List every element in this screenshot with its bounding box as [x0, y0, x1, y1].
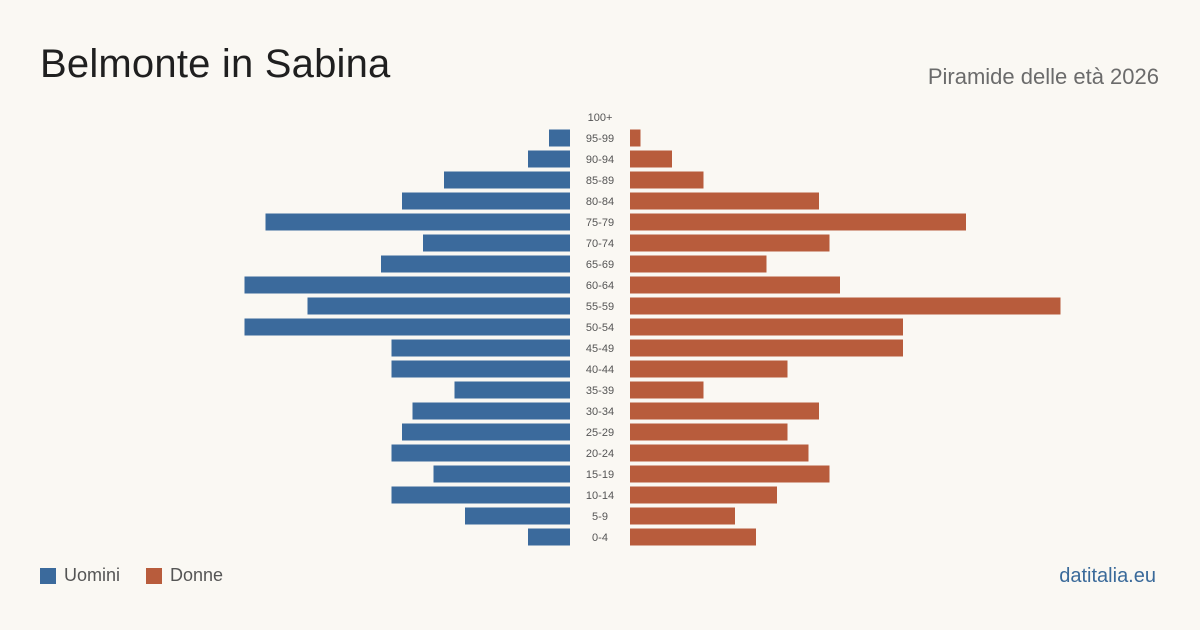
- bar-women-85-89: [630, 171, 704, 189]
- bar-women-25-29: [630, 423, 788, 441]
- bar-women-90-94: [630, 150, 672, 168]
- bar-men-70-74: [423, 234, 570, 252]
- age-label-90-94: 90-94: [586, 154, 614, 166]
- bar-women-80-84: [630, 192, 819, 210]
- bar-women-35-39: [630, 381, 704, 399]
- legend-label-women: Donne: [170, 565, 224, 585]
- chart-subtitle: Piramide delle età 2026: [927, 64, 1159, 89]
- bar-women-95-99: [630, 129, 641, 147]
- bar-women-15-19: [630, 465, 830, 483]
- bar-women-40-44: [630, 360, 788, 378]
- age-label-55-59: 55-59: [586, 301, 614, 313]
- bar-men-90-94: [528, 150, 570, 168]
- bar-women-60-64: [630, 276, 840, 294]
- bar-men-65-69: [381, 255, 570, 273]
- bar-women-65-69: [630, 255, 767, 273]
- age-label-45-49: 45-49: [586, 343, 614, 355]
- bar-men-5-9: [465, 507, 570, 525]
- bar-men-0-4: [528, 528, 570, 546]
- age-label-25-29: 25-29: [586, 427, 614, 439]
- bar-women-20-24: [630, 444, 809, 462]
- bar-women-55-59: [630, 297, 1061, 315]
- age-label-75-79: 75-79: [586, 217, 614, 229]
- legend-swatch-men: [40, 567, 56, 584]
- legend-swatch-women: [146, 567, 163, 584]
- bar-men-25-29: [402, 423, 570, 441]
- bar-women-10-14: [630, 486, 777, 504]
- age-label-15-19: 15-19: [586, 469, 614, 481]
- bar-men-30-34: [412, 402, 570, 420]
- bar-men-10-14: [391, 486, 570, 504]
- age-label-0-4: 0-4: [592, 532, 608, 544]
- bar-women-0-4: [630, 528, 756, 546]
- age-label-65-69: 65-69: [586, 259, 614, 271]
- age-label-70-74: 70-74: [586, 238, 614, 250]
- age-label-40-44: 40-44: [586, 364, 614, 376]
- bar-men-40-44: [391, 360, 570, 378]
- age-label-20-24: 20-24: [586, 448, 614, 460]
- bar-men-35-39: [454, 381, 570, 399]
- bar-men-55-59: [307, 297, 570, 315]
- bar-women-30-34: [630, 402, 819, 420]
- bar-women-75-79: [630, 213, 966, 231]
- bar-men-95-99: [549, 129, 570, 147]
- bar-men-50-54: [244, 318, 570, 336]
- page-title: Belmonte in Sabina: [40, 42, 391, 86]
- legend-label-men: Uomini: [64, 565, 121, 585]
- age-label-50-54: 50-54: [586, 322, 614, 334]
- legend-item-men: Uomini: [40, 565, 120, 586]
- age-label-85-89: 85-89: [586, 175, 614, 187]
- bar-women-45-49: [630, 339, 903, 357]
- age-label-35-39: 35-39: [586, 385, 614, 397]
- bar-men-45-49: [391, 339, 570, 357]
- age-label-100+: 100+: [588, 112, 613, 124]
- bar-men-60-64: [244, 276, 570, 294]
- bar-women-50-54: [630, 318, 903, 336]
- bar-men-75-79: [265, 213, 570, 231]
- age-label-10-14: 10-14: [586, 490, 614, 502]
- brand-link[interactable]: datitalia.eu: [1059, 565, 1156, 587]
- bar-women-70-74: [630, 234, 830, 252]
- age-label-95-99: 95-99: [586, 133, 614, 145]
- bar-men-80-84: [402, 192, 570, 210]
- age-label-80-84: 80-84: [586, 196, 614, 208]
- age-label-5-9: 5-9: [592, 511, 608, 523]
- bar-men-20-24: [391, 444, 570, 462]
- age-label-30-34: 30-34: [586, 406, 614, 418]
- bar-women-5-9: [630, 507, 735, 525]
- bar-men-15-19: [433, 465, 570, 483]
- legend: Uomini Donne: [40, 565, 249, 586]
- legend-item-women: Donne: [146, 565, 223, 586]
- age-label-60-64: 60-64: [586, 280, 614, 292]
- bar-men-85-89: [444, 171, 570, 189]
